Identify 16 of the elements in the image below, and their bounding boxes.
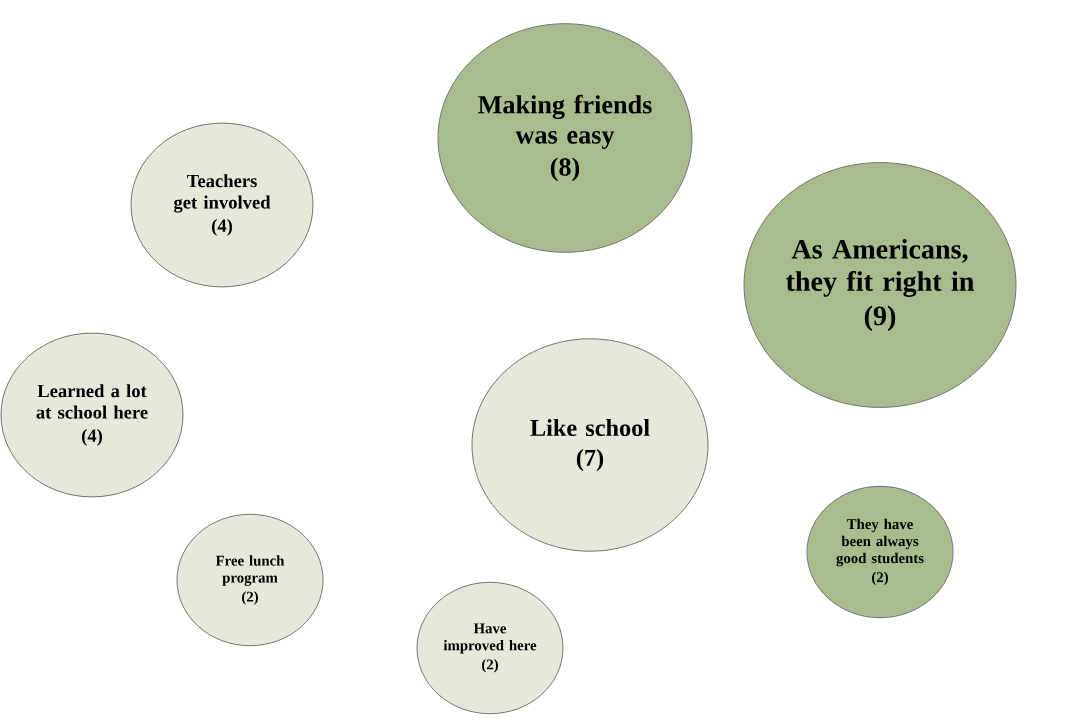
category-label: Have improved here: [443, 623, 537, 654]
data-label: (2): [242, 591, 258, 605]
data-label: (9): [864, 305, 896, 332]
category-label: Making friends was easy: [478, 94, 652, 150]
category-label: They have been always good students: [836, 518, 924, 567]
category-label: Free lunch program: [215, 555, 285, 586]
data-label: (4): [81, 428, 103, 446]
data-label: (2): [482, 659, 498, 673]
data-label: (2): [872, 571, 888, 586]
data-label: (4): [211, 218, 233, 236]
category-label: Learned a lot at school here: [36, 384, 148, 419]
category-label: Like school: [530, 419, 650, 437]
data-label: (7): [576, 448, 604, 471]
category-label: As Americans, they fit right in: [786, 238, 975, 297]
category-label: Teachers get involved: [173, 174, 271, 213]
data-label: (8): [550, 157, 580, 182]
